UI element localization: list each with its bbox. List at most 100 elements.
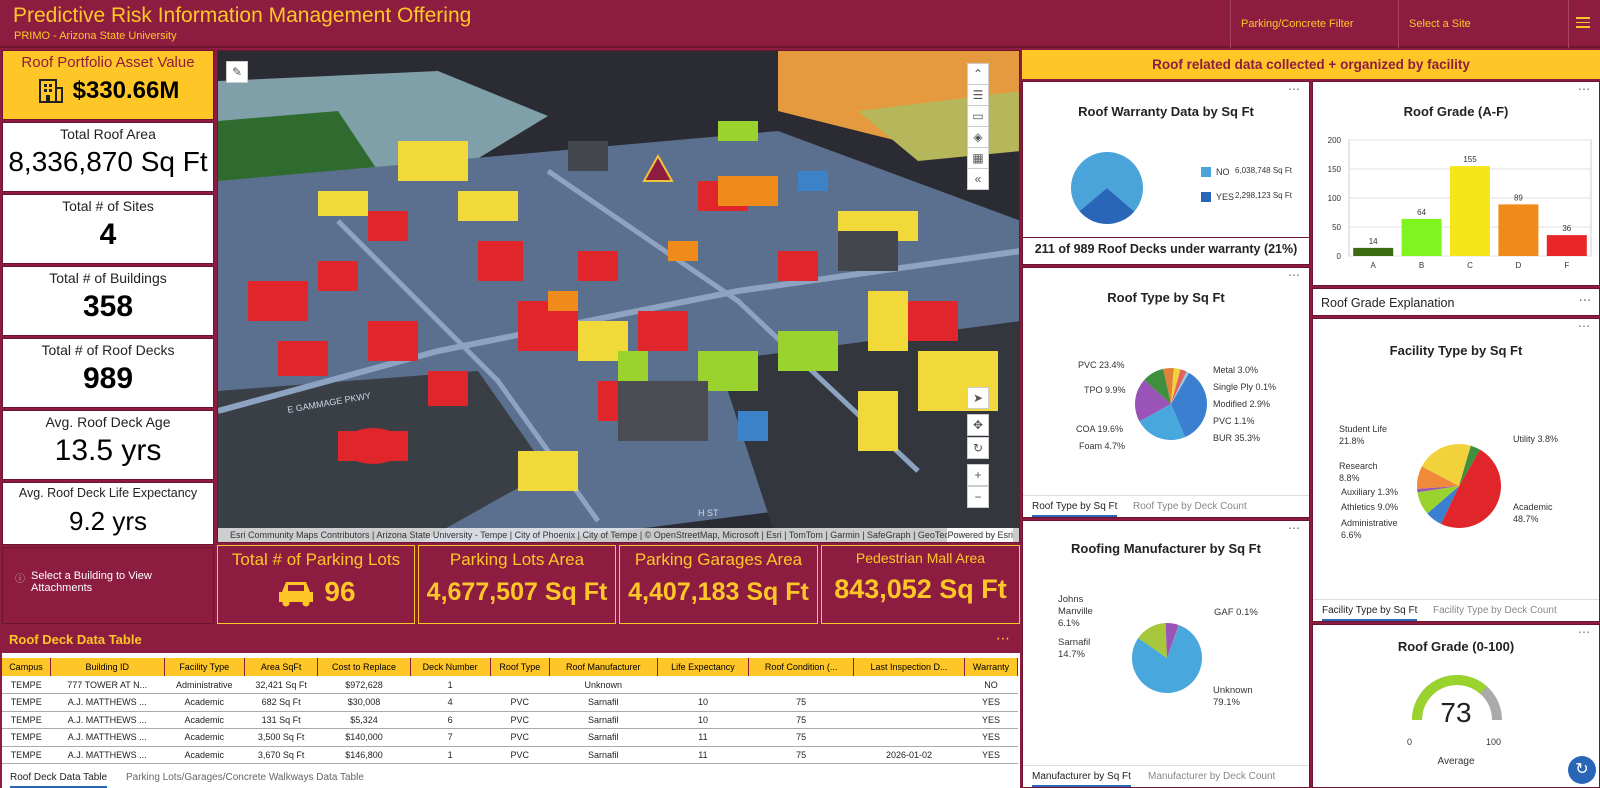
pie-slice-coa[interactable] [1135,379,1171,422]
pie-slice-student-life[interactable] [1421,444,1471,486]
kpi-total-buildings: Total # of Buildings 358 [2,266,214,336]
map-collapse-left-icon[interactable]: « [967,168,989,190]
tab-facility-sqft[interactable]: Facility Type by Sq Ft [1322,605,1418,621]
info-icon: ⓘ [15,574,25,585]
table-row[interactable]: TEMPE A.J. MATTHEWS ... Academic 3,670 Sq F… [2,746,1018,764]
table-row[interactable]: TEMPE 777 TOWER AT N... Administrative 32,4… [2,676,1018,694]
facility-more-options-icon[interactable]: ⋯ [1578,319,1591,333]
pie-slice-research[interactable] [1417,466,1459,489]
bar-c[interactable] [1450,166,1490,256]
pie-slice-unknown[interactable] [1132,625,1202,693]
table-more-options-icon[interactable]: ⋯ [996,630,1010,646]
table-cell: A.J. MATTHEWS ... [50,746,165,764]
table-column-header[interactable]: Deck Number [410,658,491,676]
bar-a[interactable] [1353,247,1394,256]
legend-label-yes: YES [1216,192,1235,202]
kpi-label: Roof Portfolio Asset Value [21,54,195,71]
table-cell: 777 TOWER AT N... [50,676,165,694]
bar-b[interactable] [1401,218,1442,256]
table-row[interactable]: TEMPE A.J. MATTHEWS ... Academic 131 Sq Ft $… [2,711,1018,729]
tab-facility-deck-count[interactable]: Facility Type by Deck Count [1433,605,1557,616]
grade-explanation-bar[interactable]: Roof Grade Explanation ⋯ [1312,288,1600,316]
campus-3d-map[interactable]: E GAMMAGE PKWY H ST ✎ ⌃ ☰ ▭ ◈ ▦ « ➤ ✥ ↻ … [217,50,1020,543]
label-line: Unknown [1213,685,1253,696]
pie-slice-pvc[interactable] [1139,404,1186,440]
map-layers-icon[interactable]: ◈ [967,126,989,148]
tab-parking-data-table[interactable]: Parking Lots/Garages/Concrete Walkways D… [126,772,364,783]
map-location-marker[interactable] [642,153,674,182]
map-zoom-in-button[interactable]: + [967,464,989,486]
y-tick-label: 100 [1328,194,1342,203]
table-column-header[interactable]: Roof Manufacturer [549,658,658,676]
grade-af-more-options-icon[interactable]: ⋯ [1578,82,1591,96]
pie-slice-administrative[interactable] [1427,486,1459,524]
map-collapse-up-icon[interactable]: ⌃ [967,63,989,85]
table-cell: TEMPE [2,711,51,729]
bar-d[interactable] [1498,204,1539,256]
table-column-header[interactable]: Campus [2,658,51,676]
tab-manufacturer-sqft[interactable]: Manufacturer by Sq Ft [1032,771,1131,787]
label-line: 6.1% [1058,618,1080,629]
gauge-more-options-icon[interactable]: ⋯ [1578,625,1591,639]
grade-gauge-panel: ⋯ Roof Grade (0-100) 73 0 100 Average [1312,624,1600,788]
table-column-header[interactable]: Warranty [964,658,1018,676]
pie-slice-athletics[interactable] [1417,486,1459,514]
pie-slice-no[interactable] [1071,152,1143,212]
pie-slice-bur[interactable] [1171,372,1207,438]
map-zoom-out-button[interactable]: − [967,486,989,508]
table-row[interactable]: TEMPE A.J. MATTHEWS ... Academic 682 Sq Ft $… [2,693,1018,712]
tab-manufacturer-deck-count[interactable]: Manufacturer by Deck Count [1148,771,1276,782]
pie-slice-academic[interactable] [1441,449,1501,528]
bar-value-label: 36 [1562,224,1571,233]
tab-roof-type-deck-count[interactable]: Roof Type by Deck Count [1133,501,1247,512]
parking-concrete-filter-button[interactable]: Parking/Concrete Filter [1230,0,1400,48]
menu-button[interactable] [1568,0,1600,48]
pie-slice-foam[interactable] [1163,368,1174,404]
map-measure-tool-button[interactable]: ✎ [226,61,248,83]
label-line: Academic [1513,502,1553,512]
tab-roof-deck-data-table[interactable]: Roof Deck Data Table [10,772,108,788]
pie-slice-pvc[interactable] [1171,371,1189,404]
pie-slice-modified[interactable] [1171,369,1187,404]
pie-slice-yes[interactable] [1079,188,1135,224]
roof-type-more-options-icon[interactable]: ⋯ [1288,268,1301,282]
tab-roof-type-sqft[interactable]: Roof Type by Sq Ft [1032,501,1118,517]
pie-slice-johns-manville[interactable] [1165,623,1179,658]
table-cell [490,676,550,694]
pie-slice-tpo[interactable] [1144,368,1171,404]
table-column-header[interactable]: Last Inspection D... [853,658,966,676]
pie-slice-auxiliary[interactable] [1417,486,1459,493]
pie-slice-gaf[interactable] [1167,625,1179,658]
refresh-icon[interactable]: ↻ [1568,756,1596,784]
table-cell: PVC [490,693,550,712]
grade-explanation-more-icon[interactable]: ⋯ [1578,293,1592,307]
warranty-more-options-icon[interactable]: ⋯ [1288,82,1301,96]
pie-slice-single-ply[interactable] [1171,372,1189,404]
table-cell: PVC [490,711,550,729]
grade-gauge [1412,675,1502,721]
map-presentation-icon[interactable]: ▭ [967,105,989,127]
table-column-header[interactable]: Roof Type [490,658,551,676]
select-site-button[interactable]: Select a Site [1398,0,1568,48]
table-column-header[interactable]: Cost to Replace [317,658,411,676]
map-legend-icon[interactable]: ☰ [967,84,989,106]
kpi-label: Total # of Roof Decks [41,342,175,358]
map-basemap-gallery-icon[interactable]: ▦ [967,147,989,169]
label-line: 79.1% [1213,697,1240,708]
table-column-header[interactable]: Facility Type [164,658,245,676]
table-row[interactable]: TEMPE A.J. MATTHEWS ... Academic 3,500 Sq F… [2,728,1018,747]
pie-slice-utility[interactable] [1459,445,1480,486]
manufacturer-more-options-icon[interactable]: ⋯ [1288,521,1301,535]
bar-f[interactable] [1546,235,1587,256]
map-pan-icon[interactable]: ✥ [967,414,989,436]
table-column-header[interactable]: Area SqFt [244,658,319,676]
map-rotate-icon[interactable]: ↻ [967,437,989,459]
map-powered-by[interactable]: Powered by Esri [947,528,1013,542]
map-select-arrow-icon[interactable]: ➤ [967,387,989,409]
table-column-header[interactable]: Roof Condition (... [748,658,854,676]
pie-slice-metal[interactable] [1171,368,1181,404]
table-column-header[interactable]: Life Expectancy [657,658,750,676]
table-column-header[interactable]: Building ID [50,658,165,676]
pie-slice-sarnafil[interactable] [1138,623,1167,658]
kpi-label: Avg. Roof Deck Life Expectancy [18,486,198,500]
